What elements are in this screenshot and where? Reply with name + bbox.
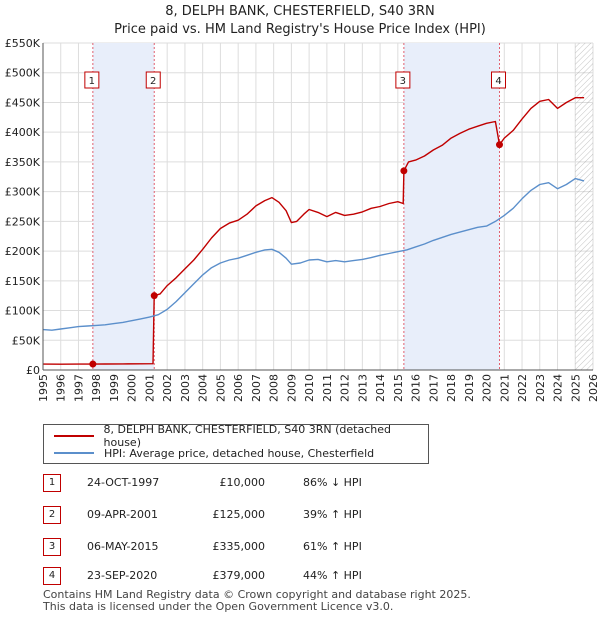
x-tick-label: 2000	[126, 374, 139, 402]
x-tick-label: 2020	[481, 374, 494, 402]
legend-label-hpi: HPI: Average price, detached house, Ches…	[104, 446, 375, 460]
sale-number-box	[491, 71, 506, 89]
forecast-hatch	[575, 43, 593, 370]
x-tick-label: 2008	[268, 374, 281, 402]
legend-item-hpi: HPI: Average price, detached house, Ches…	[54, 446, 374, 460]
transaction-date: 24-OCT-1997	[87, 476, 160, 489]
y-tick-label: £400K	[5, 126, 41, 139]
chart-subtitle: Price paid vs. HM Land Registry's House …	[114, 22, 486, 37]
transaction-date: 06-MAY-2015	[87, 540, 159, 553]
y-tick-label: £500K	[5, 67, 41, 80]
transaction-date: 23-SEP-2020	[87, 569, 158, 582]
legend-swatch-price	[54, 435, 94, 437]
y-tick-label: £250K	[5, 215, 41, 228]
transaction-price: £10,000	[219, 476, 266, 489]
sale-number-box	[395, 71, 411, 89]
transaction-number-badge: 4	[43, 567, 61, 585]
transaction-number-badge: 2	[43, 506, 61, 524]
x-tick-label: 2012	[339, 374, 352, 402]
chart-area: 1 2 3 4 £0 £50K £100K £150K £200K £250K £300K £350…	[5, 37, 600, 402]
sale-number-box	[84, 71, 100, 89]
y-tick-label: £0	[26, 364, 40, 377]
y-tick-label: £300K	[5, 186, 41, 199]
x-tick-label: 2026	[587, 374, 600, 402]
x-tick-label: 2017	[427, 374, 440, 402]
y-tick-label: £200K	[5, 245, 41, 258]
x-tick-label: 2004	[197, 374, 210, 402]
y-tick-label: £50K	[12, 334, 41, 347]
x-tick-label: 2025	[569, 374, 582, 402]
transaction-number-badge: 3	[43, 538, 61, 556]
x-tick-label: 2003	[179, 374, 192, 402]
sale-point	[400, 167, 408, 175]
hpi-line	[42, 177, 585, 331]
legend-label-price: 8, DELPH BANK, CHESTERFIELD, S40 3RN (de…	[103, 423, 391, 449]
y-tick-label: £550K	[5, 37, 41, 50]
y-tick-label: £100K	[5, 305, 41, 318]
y-tick-label: £150K	[5, 275, 41, 288]
sale-point	[496, 141, 503, 149]
x-tick-label: 2013	[356, 374, 369, 402]
x-tick-label: 2007	[250, 374, 263, 402]
x-tick-label: 2019	[463, 374, 476, 402]
transaction-price: £125,000	[212, 508, 266, 521]
sale-number-box	[145, 71, 161, 89]
price-paid-line	[42, 97, 585, 365]
x-tick-label: 1999	[108, 374, 121, 402]
sale-number-label: 4	[495, 76, 501, 87]
footer: Contains HM Land Registry data © Crown c…	[43, 589, 471, 613]
x-tick-label: 2021	[498, 374, 511, 402]
table-row: 1 24-OCT-1997 £10,000 86% ↓ HPI	[43, 474, 403, 492]
table-row: 2 09-APR-2001 £125,000 39% ↑ HPI	[43, 506, 403, 524]
table-row: 4 23-SEP-2020 £379,000 44% ↑ HPI	[43, 567, 403, 585]
transaction-hpi-change: 44% ↑ HPI	[303, 569, 362, 582]
x-tick-label: 2022	[516, 374, 529, 402]
x-tick-label: 1997	[72, 374, 85, 402]
x-tick-label: 2010	[303, 374, 316, 402]
x-tick-label: 2002	[161, 374, 174, 402]
transaction-number-badge: 1	[43, 474, 61, 492]
y-tick-label: £450K	[5, 96, 41, 109]
x-tick-label: 2001	[143, 374, 156, 402]
legend: 8, DELPH BANK, CHESTERFIELD, S40 3RN (de…	[43, 423, 429, 464]
chart-title: 8, DELPH BANK, CHESTERFIELD, S40 3RN	[165, 4, 435, 19]
x-tick-label: 1995	[37, 374, 50, 402]
x-tick-label: 2014	[374, 374, 387, 402]
ownership-shade	[403, 43, 500, 370]
transaction-hpi-change: 39% ↑ HPI	[303, 508, 362, 521]
footer-copyright: Contains HM Land Registry data © Crown c…	[43, 588, 471, 601]
transaction-price: £379,000	[212, 569, 266, 582]
sale-number-label: 2	[150, 76, 156, 87]
sale-number-label: 1	[89, 76, 95, 87]
legend-swatch-hpi	[54, 452, 94, 454]
transaction-date: 09-APR-2001	[87, 508, 159, 521]
x-tick-label: 2023	[534, 374, 547, 402]
transaction-hpi-change: 61% ↑ HPI	[303, 540, 362, 553]
y-tick-label: £350K	[5, 156, 41, 169]
x-tick-label: 2011	[321, 374, 334, 402]
sale-point	[150, 292, 158, 300]
table-row: 3 06-MAY-2015 £335,000 61% ↑ HPI	[43, 538, 403, 556]
x-tick-label: 2006	[232, 374, 245, 402]
ownership-shade	[92, 43, 155, 370]
sale-number-label: 3	[400, 76, 406, 87]
footer-licence: This data is licensed under the Open Gov…	[43, 600, 394, 613]
x-tick-label: 2015	[392, 374, 405, 402]
legend-item-price: 8, DELPH BANK, CHESTERFIELD, S40 3RN (de…	[54, 423, 428, 449]
x-tick-label: 2018	[445, 374, 458, 402]
sale-point	[89, 360, 97, 368]
x-tick-label: 2005	[214, 374, 227, 402]
transaction-hpi-change: 86% ↓ HPI	[303, 476, 362, 489]
x-tick-label: 1996	[55, 374, 68, 402]
x-tick-label: 1998	[90, 374, 103, 402]
x-tick-label: 2016	[410, 374, 423, 402]
transaction-price: £335,000	[212, 540, 266, 553]
x-tick-label: 2009	[285, 374, 298, 402]
x-tick-label: 2024	[552, 374, 565, 402]
